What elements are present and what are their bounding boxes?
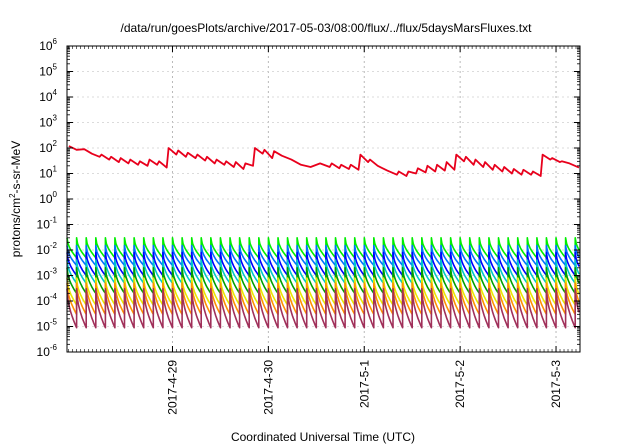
y-tick-label-exponent: 0 — [53, 190, 58, 199]
y-tick-label: 101 — [39, 165, 57, 181]
y-tick-label-exponent: 2 — [53, 139, 58, 148]
y-tick-label: 104 — [39, 88, 57, 104]
y-tick-label-base: 10 — [37, 294, 51, 308]
y-tick-label: 105 — [39, 63, 57, 79]
x-tick-label: 2017-4-29 — [165, 360, 179, 415]
x-axis-label: Coordinated Universal Time (UTC) — [231, 430, 415, 444]
series-line — [68, 145, 580, 177]
y-tick-label-base: 10 — [39, 141, 53, 155]
y-tick-label-base: 10 — [39, 90, 53, 104]
spike-series-line — [66, 287, 580, 329]
x-tick-label: 2017-5-3 — [549, 360, 563, 408]
y-tick-label: 10-6 — [37, 343, 58, 359]
y-tick-label: 10-2 — [37, 241, 58, 257]
y-tick-label-base: 10 — [39, 167, 53, 181]
y-tick-label-base: 10 — [37, 320, 51, 334]
y-tick-label: 103 — [39, 114, 57, 130]
y-tick-label-exponent: 4 — [53, 88, 58, 97]
y-axis-label-prefix: protons/cm — [9, 198, 23, 257]
y-tick-label-base: 10 — [39, 192, 53, 206]
y-axis-label-suffix: -s-sr-MeV — [9, 141, 23, 194]
y-tick-label-exponent: -2 — [50, 241, 58, 250]
y-tick-label: 10-4 — [37, 292, 58, 308]
x-tick-label: 2017-5-1 — [357, 360, 371, 408]
y-tick-label-base: 10 — [37, 243, 51, 257]
y-tick-label: 100 — [39, 190, 57, 206]
y-tick-label: 106 — [39, 37, 57, 53]
x-tick-label: 2017-4-30 — [261, 360, 275, 415]
x-axis: 2017-4-29 2017-4-30 2017-5-1 2017-5-2 2017-5… — [68, 46, 577, 415]
y-tick-label-base: 10 — [37, 269, 51, 283]
y-tick-label-base: 10 — [37, 218, 51, 232]
y-tick-label-base: 10 — [39, 65, 53, 79]
y-tick-label-exponent: -4 — [50, 292, 58, 301]
y-tick-label-exponent: 5 — [53, 63, 58, 72]
y-tick-label-exponent: -3 — [50, 267, 58, 276]
y-axis: 10-610-510-410-310-210-11001011021031041… — [37, 37, 580, 359]
y-tick-label: 10-1 — [37, 216, 58, 232]
y-tick-label: 102 — [39, 139, 57, 155]
y-tick-label-exponent: -1 — [50, 216, 58, 225]
y-tick-label-base: 10 — [39, 39, 53, 53]
y-tick-label-exponent: 1 — [53, 165, 58, 174]
y-tick-label-base: 10 — [39, 116, 53, 130]
y-tick-label-exponent: -6 — [50, 343, 58, 352]
chart-title: /data/run/goesPlots/archive/2017-05-03/0… — [121, 21, 533, 35]
series-layer — [66, 145, 580, 329]
y-tick-label-exponent: 3 — [53, 114, 58, 123]
y-tick-label: 10-5 — [37, 318, 58, 334]
y-tick-label: 10-3 — [37, 267, 58, 283]
y-axis-label-superscript: 2 — [8, 193, 17, 198]
y-axis-label: protons/cm2-s-sr-MeV — [8, 141, 23, 257]
y-tick-label-exponent: 6 — [53, 37, 58, 46]
y-tick-label-exponent: -5 — [50, 318, 58, 327]
x-tick-label: 2017-5-2 — [453, 360, 467, 408]
y-tick-label-base: 10 — [37, 345, 51, 359]
